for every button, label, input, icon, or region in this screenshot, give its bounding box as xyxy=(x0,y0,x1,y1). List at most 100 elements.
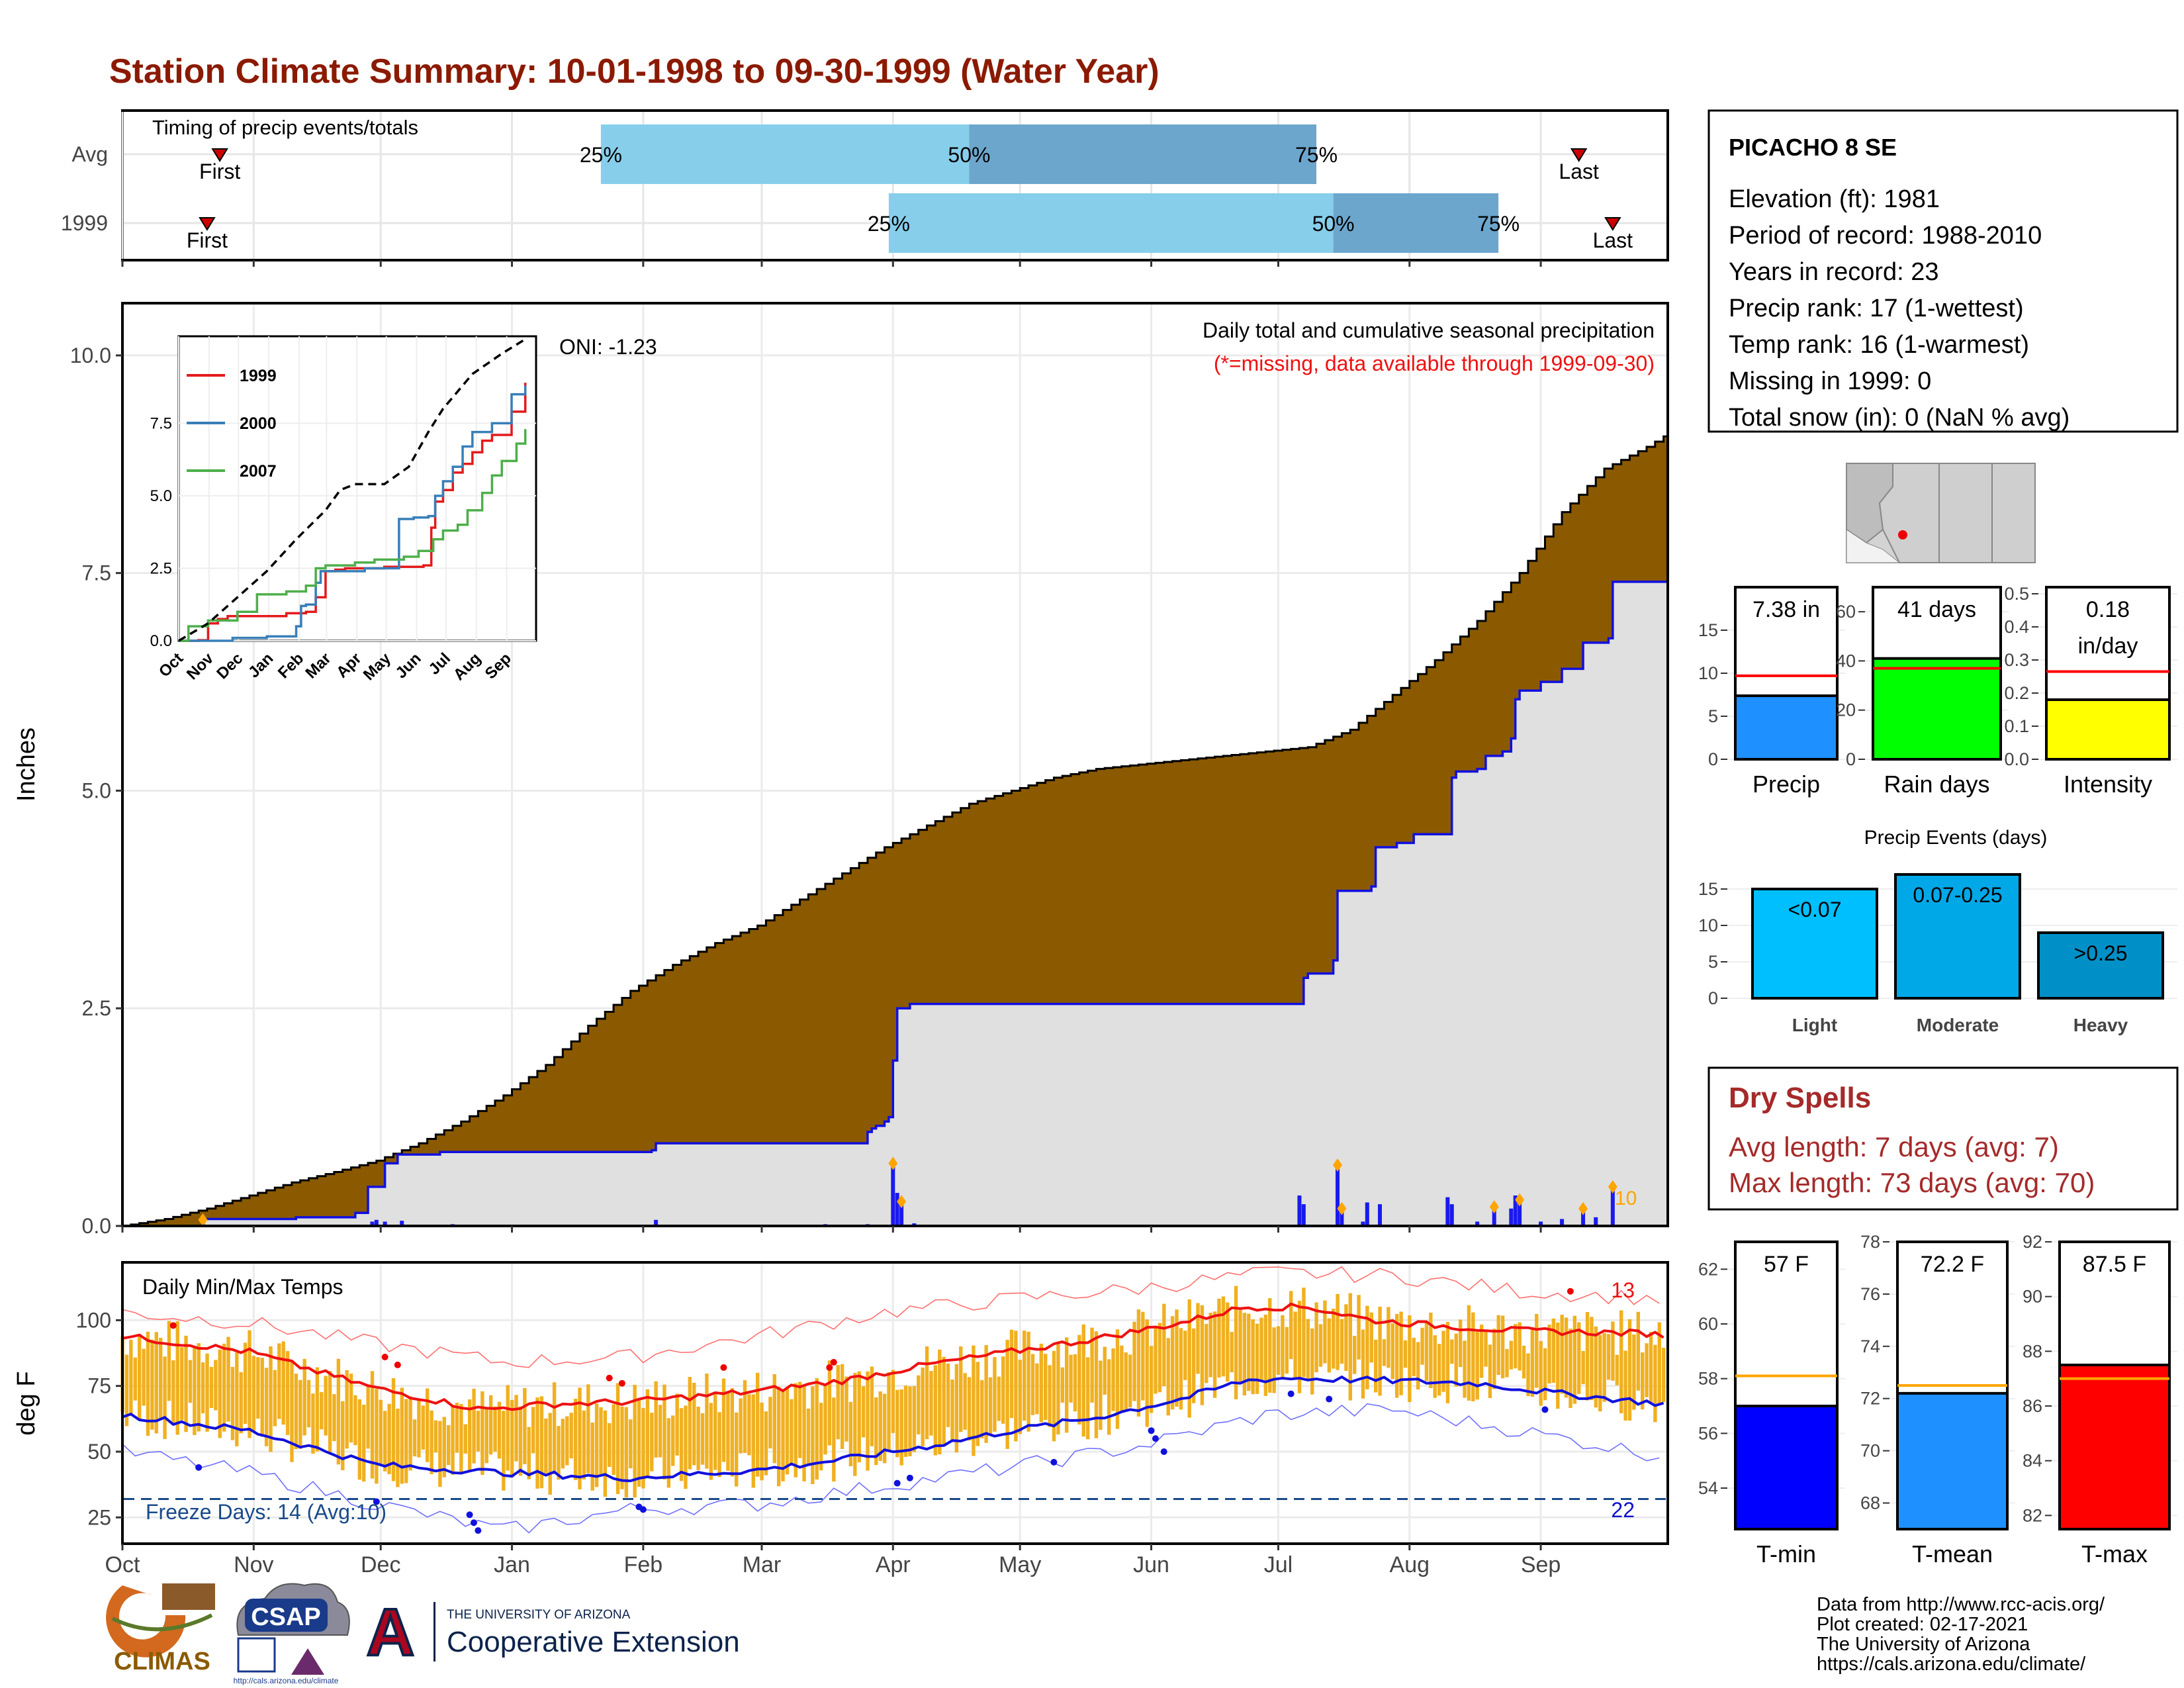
daily-temp-bar xyxy=(603,1410,608,1497)
daily-temp-bar xyxy=(514,1395,518,1462)
daily-temp-bar xyxy=(772,1374,776,1464)
small-chart-category-label: Rain days xyxy=(1884,771,1989,798)
daily-temp-bar xyxy=(1416,1342,1420,1389)
daily-temp-bar xyxy=(438,1421,442,1487)
daily-temp-bar xyxy=(1332,1309,1336,1369)
daily-temp-bar xyxy=(806,1408,811,1465)
daily-temp-bar xyxy=(1014,1331,1018,1442)
daily-temp-bar xyxy=(366,1384,370,1449)
daily-temp-bar xyxy=(1530,1327,1535,1397)
csap-logo: CSAP http://cals.arizona.edu/climate xyxy=(234,1583,350,1685)
daily-temp-bar xyxy=(150,1339,154,1430)
daily-temp-bar xyxy=(1539,1340,1543,1406)
daily-precip-bar xyxy=(654,1219,659,1226)
daily-temp-bar xyxy=(709,1403,713,1480)
station-info-box: PICACHO 8 SE Elevation (ft): 1981 Period… xyxy=(1707,109,2179,433)
daily-temp-bar xyxy=(1560,1315,1564,1394)
daily-temp-bar xyxy=(917,1375,921,1434)
daily-precip-bar xyxy=(370,1221,375,1226)
daily-temp-bar xyxy=(620,1406,624,1489)
daily-temp-bar xyxy=(214,1360,218,1411)
daily-temp-bar xyxy=(1429,1312,1433,1388)
daily-temp-bar xyxy=(158,1338,163,1421)
daily-precip-bar xyxy=(1361,1221,1365,1226)
daily-temp-bar xyxy=(1471,1312,1475,1401)
daily-temp-bar xyxy=(400,1387,404,1484)
daily-temp-bar xyxy=(675,1393,679,1456)
daily-temp-bar xyxy=(1255,1323,1259,1394)
temp-title: Daily Min/Max Temps xyxy=(142,1275,343,1299)
daily-temp-bar xyxy=(1069,1354,1073,1403)
daily-temp-bar xyxy=(1535,1313,1539,1388)
record-low-marker xyxy=(1326,1395,1333,1403)
daily-temp-bar xyxy=(972,1345,976,1456)
daily-temp-bar xyxy=(1505,1348,1509,1378)
record-low-marker xyxy=(893,1479,901,1487)
daily-temp-bar xyxy=(976,1362,980,1446)
daily-temp-bar xyxy=(1445,1322,1450,1403)
daily-temp-bar xyxy=(650,1413,654,1472)
events-bar-label: <0.07 xyxy=(1788,898,1842,921)
daily-temp-bar xyxy=(1187,1299,1191,1418)
small-chart-value-label: 57 F xyxy=(1764,1252,1809,1277)
daily-temp-bar xyxy=(184,1335,188,1432)
daily-temp-bar xyxy=(938,1349,942,1455)
daily-temp-bar xyxy=(484,1409,488,1464)
small-chart-category-label: Intensity xyxy=(2064,771,2152,798)
small-chart-value-bar xyxy=(1896,1391,2009,1531)
small-chart-value-label: 87.5 F xyxy=(2083,1252,2146,1277)
inset-legend-label: 1999 xyxy=(240,367,277,385)
small-chart-ytick-label: 70 xyxy=(1860,1441,1880,1461)
station-line-4: Precip rank: 17 (1-wettest) xyxy=(1729,295,2024,322)
daily-precip-bar xyxy=(383,1221,387,1226)
daily-temp-bar xyxy=(1463,1340,1467,1398)
location-map xyxy=(1846,463,2036,563)
small-chart-value-bar xyxy=(2045,698,2171,761)
temp-right-bottom-count: 22 xyxy=(1611,1498,1635,1522)
daily-temp-bar xyxy=(1005,1340,1009,1449)
daily-temp-bar xyxy=(692,1382,696,1466)
daily-precip-bar xyxy=(1610,1186,1615,1226)
record-low-marker xyxy=(1287,1390,1295,1397)
daily-temp-bar xyxy=(1306,1319,1310,1380)
timing-p75-label: 75% xyxy=(1477,212,1520,236)
timing-bar-q1 xyxy=(600,124,970,184)
precip-ytick-label: 10.0 xyxy=(70,344,111,367)
small-chart-ytick-label: 0.3 xyxy=(2004,650,2029,670)
daily-temp-bar xyxy=(201,1362,205,1414)
daily-temp-bar xyxy=(925,1346,929,1440)
daily-temp-bar xyxy=(565,1416,569,1466)
daily-temp-bar xyxy=(235,1352,239,1446)
daily-temp-bar xyxy=(764,1411,768,1476)
daily-temp-bar xyxy=(531,1407,535,1454)
daily-temp-bar xyxy=(1394,1313,1399,1398)
small-chart-ytick-label: 0 xyxy=(1708,749,1718,769)
record-low-marker xyxy=(1152,1435,1159,1442)
daily-temp-bar xyxy=(811,1386,815,1484)
station-line-3: Years in record: 23 xyxy=(1729,258,1939,286)
daily-temp-bar xyxy=(967,1377,972,1441)
record-max-line xyxy=(122,1266,1660,1368)
daily-temp-bar xyxy=(163,1356,167,1439)
small-chart-ytick-label: 92 xyxy=(2023,1232,2042,1252)
timing-bar-q1 xyxy=(888,193,1334,253)
daily-temp-bar xyxy=(1162,1303,1166,1387)
daily-temp-bar xyxy=(608,1423,612,1468)
daily-temp-bar xyxy=(523,1387,527,1464)
daily-temp-bar xyxy=(599,1407,603,1477)
daily-temp-bar xyxy=(1263,1314,1268,1396)
daily-temp-bar xyxy=(1475,1332,1479,1400)
daily-temp-bar xyxy=(1382,1339,1387,1366)
daily-temp-bar xyxy=(506,1385,510,1471)
daily-temp-bar xyxy=(442,1417,446,1477)
temp-ytick-label: 25 xyxy=(87,1505,111,1529)
daily-temp-bar xyxy=(1577,1322,1581,1394)
daily-precip-marker xyxy=(897,1195,907,1209)
daily-temp-bar xyxy=(345,1370,349,1449)
daily-temp-bar xyxy=(594,1403,599,1487)
daily-temp-bar xyxy=(1581,1350,1585,1385)
daily-temp-bar xyxy=(239,1372,243,1434)
small-chart-ytick-label: 0.4 xyxy=(2004,617,2029,637)
daily-precip-bar xyxy=(899,1201,904,1226)
